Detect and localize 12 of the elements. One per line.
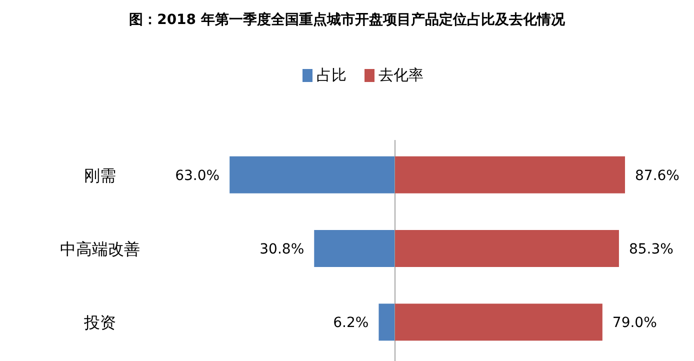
chart-title: 图：2018 年第一季度全国重点城市开盘项目产品定位占比及去化情况 [129, 11, 566, 28]
legend-label: 占比 [316, 66, 346, 84]
data-label: 79.0% [612, 315, 657, 332]
y-tick-label: 中高端改善 [60, 240, 140, 258]
data-label: 85.3% [628, 242, 674, 258]
legend-label: 去化率 [378, 66, 424, 84]
y-tick-label: 刚需 [84, 166, 116, 185]
y-tick-label: 投资 [83, 313, 116, 332]
data-label: 87.6% [635, 168, 680, 184]
data-label: 6.2% [333, 315, 369, 332]
data-label: 30.8% [260, 242, 304, 258]
data-label: 63.0% [175, 168, 220, 184]
